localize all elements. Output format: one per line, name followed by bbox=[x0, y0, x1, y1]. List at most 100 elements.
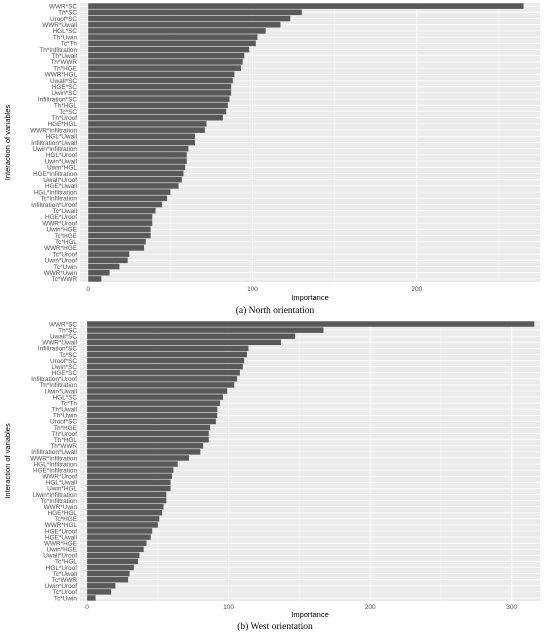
category-label: HGL*Uroof bbox=[46, 152, 77, 159]
bar bbox=[88, 189, 171, 195]
bar bbox=[87, 357, 245, 364]
bar bbox=[88, 96, 230, 102]
bar bbox=[88, 34, 258, 40]
category-label: Th*HGL bbox=[54, 103, 78, 110]
category-label: HGE*Uroof bbox=[45, 214, 77, 221]
category-label: HGL*Infiltration bbox=[34, 189, 78, 196]
bar bbox=[88, 90, 232, 96]
bar bbox=[87, 461, 178, 467]
chart-panel-2: WWR*SCTh*SCUwall*SCWWR*UwallInfiltration… bbox=[3, 321, 540, 632]
category-label: Th*WWR bbox=[50, 59, 77, 66]
category-label: Th*WWR bbox=[50, 443, 77, 450]
category-label: HGE*SC bbox=[52, 370, 78, 377]
bar bbox=[87, 436, 209, 443]
bar bbox=[87, 443, 204, 449]
category-label: Infiltration*Uwall bbox=[31, 449, 77, 456]
category-label: Uwin*Infiltration bbox=[33, 146, 78, 153]
category-label: WWR*Uwall bbox=[42, 22, 77, 29]
category-label: Uwin*Uwall bbox=[45, 158, 77, 165]
category-label: HGE*Uwall bbox=[45, 183, 77, 190]
bar bbox=[87, 510, 163, 516]
bar bbox=[87, 321, 535, 327]
category-label: Infiltration*Uroof bbox=[31, 202, 77, 209]
bar bbox=[87, 400, 221, 406]
category-label: WWR*SC bbox=[49, 3, 77, 10]
bar bbox=[87, 534, 151, 540]
category-label: Th*Uwin bbox=[53, 413, 78, 420]
category-label: Tc*HGL bbox=[55, 239, 77, 246]
category-label: WWR*Infiltration bbox=[30, 127, 77, 134]
category-label: Th*SC bbox=[58, 10, 77, 17]
bar bbox=[88, 127, 205, 133]
bar bbox=[87, 558, 139, 565]
bar bbox=[87, 497, 167, 504]
category-label: Uroof*SC bbox=[50, 16, 77, 23]
category-label: Th*Uwin bbox=[53, 34, 78, 41]
y-axis-label: Interaction of variables bbox=[3, 105, 12, 181]
category-label: HGL*Infiltration bbox=[34, 461, 78, 468]
bar bbox=[87, 522, 158, 528]
category-label: Tc*Infiltration bbox=[40, 196, 77, 203]
bar bbox=[88, 83, 232, 90]
x-tick-label: 100 bbox=[223, 604, 234, 611]
category-label: Th*Infiltration bbox=[39, 47, 77, 54]
category-label: Tc*Uwin bbox=[54, 595, 78, 602]
bar bbox=[87, 546, 144, 552]
bar bbox=[87, 455, 189, 461]
bar bbox=[87, 467, 174, 473]
category-label: WWR*Uroof bbox=[42, 474, 77, 481]
category-label: Uwin*HGL bbox=[47, 486, 77, 493]
bar bbox=[87, 516, 160, 522]
bar bbox=[88, 164, 186, 171]
category-label: Uwall*Uroof bbox=[43, 177, 77, 184]
bar bbox=[87, 370, 240, 376]
category-label: Uwin*Uwall bbox=[45, 388, 77, 395]
category-label: Uroof*SC bbox=[50, 358, 77, 365]
category-label: Uwin*Infiltration bbox=[33, 492, 78, 499]
bar bbox=[87, 418, 216, 425]
category-label: Uwall*SC bbox=[50, 78, 77, 85]
category-label: Th*Uwall bbox=[51, 53, 77, 60]
category-label: Uwall*Uroof bbox=[43, 553, 77, 560]
category-label: Th*Uwall bbox=[51, 407, 77, 414]
bar bbox=[87, 382, 235, 388]
x-tick-label: 0 bbox=[85, 604, 89, 611]
category-label: Tc*SC bbox=[59, 109, 77, 116]
bar bbox=[87, 394, 223, 400]
category-label: WWR*Uwall bbox=[42, 340, 77, 347]
bar bbox=[88, 52, 245, 59]
bar bbox=[88, 59, 243, 65]
category-label: WWR*HGL bbox=[45, 72, 78, 79]
category-label: Th*Infiltration bbox=[39, 382, 77, 389]
x-axis-label: Importance bbox=[291, 293, 329, 302]
bar bbox=[88, 121, 207, 127]
bar bbox=[88, 46, 250, 53]
bar bbox=[88, 238, 146, 245]
bar bbox=[88, 158, 187, 164]
category-label: HGL*Uwall bbox=[46, 134, 77, 141]
category-label: Tc*Uwall bbox=[52, 571, 77, 578]
category-label: Th*HGL bbox=[54, 437, 78, 444]
bar bbox=[87, 363, 243, 370]
bar bbox=[87, 491, 167, 498]
bar bbox=[88, 28, 266, 34]
category-label: Infiltration*SC bbox=[38, 96, 77, 103]
category-label: Tc*Uroof bbox=[52, 251, 77, 258]
x-tick-label: 200 bbox=[365, 604, 376, 611]
bar bbox=[88, 65, 241, 71]
x-tick-label: 100 bbox=[247, 286, 258, 293]
x-tick-label: 300 bbox=[506, 604, 517, 611]
bar bbox=[88, 133, 195, 140]
bar bbox=[88, 257, 128, 264]
bar bbox=[88, 102, 228, 109]
bar bbox=[88, 195, 168, 202]
category-label: WWR*SC bbox=[49, 321, 77, 328]
category-label: WWR*HGL bbox=[45, 522, 78, 529]
category-label: Tc*HGL bbox=[55, 559, 77, 566]
bar bbox=[88, 263, 120, 270]
bar bbox=[87, 388, 228, 394]
bar bbox=[87, 333, 296, 339]
bar bbox=[88, 21, 281, 28]
category-label: WWR*HGE bbox=[44, 245, 77, 252]
category-label: Tc*Uroof bbox=[52, 589, 77, 596]
